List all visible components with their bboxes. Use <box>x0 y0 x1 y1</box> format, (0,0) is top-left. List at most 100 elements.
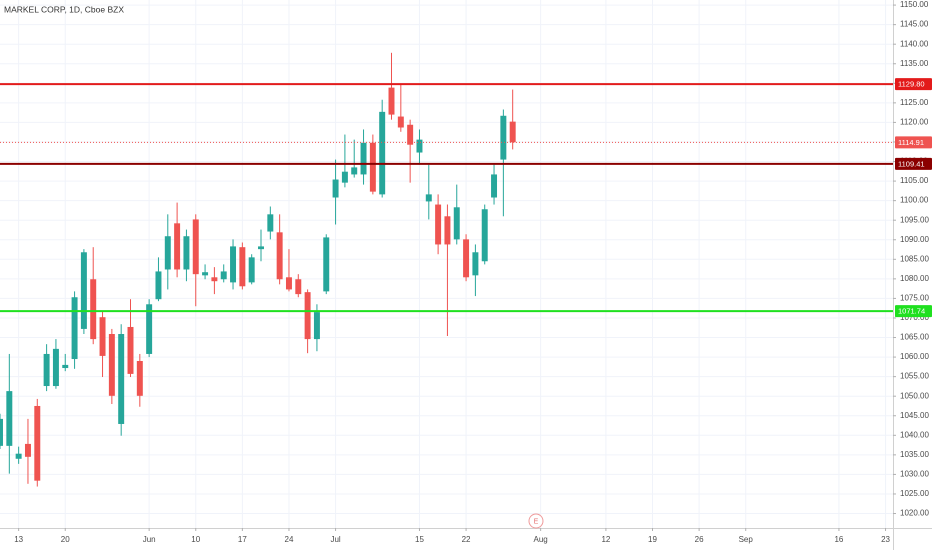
candle-body <box>407 124 414 145</box>
candle-body <box>491 174 498 198</box>
candle-body <box>62 364 69 369</box>
y-tick-label: 1075.00 <box>900 294 929 303</box>
x-tick-label: 23 <box>881 535 890 544</box>
candle-body <box>99 317 106 356</box>
x-tick-label: Jun <box>143 535 156 544</box>
candle-body <box>472 252 479 276</box>
x-tick-label: 20 <box>61 535 70 544</box>
candle-body <box>211 277 218 282</box>
candle-body <box>108 334 115 396</box>
candle-body <box>267 214 274 232</box>
candle-body <box>360 142 367 175</box>
candle-body <box>146 304 153 354</box>
x-tick-label: 13 <box>14 535 23 544</box>
x-tick-label: 16 <box>834 535 843 544</box>
y-tick-label: 1035.00 <box>900 450 929 459</box>
y-tick-label: 1095.00 <box>900 215 929 224</box>
candle-body <box>444 216 451 245</box>
candle-body <box>295 279 302 295</box>
y-tick-label: 1070.00 <box>900 313 929 322</box>
y-tick-label: 1060.00 <box>900 352 929 361</box>
y-tick-label: 1100.00 <box>900 196 929 205</box>
candle-body <box>136 360 143 396</box>
candle-body <box>239 247 246 287</box>
chart-title: MARKEL CORP, 1D, Cboe BZX <box>4 4 124 14</box>
price-label-box <box>895 136 932 149</box>
candle-body <box>183 236 190 270</box>
y-tick-label: 1120.00 <box>900 118 929 127</box>
y-tick-label: 1150.00 <box>900 0 929 9</box>
y-tick-label: 1080.00 <box>900 274 929 283</box>
candle-body <box>230 246 237 283</box>
candle-body <box>351 167 358 175</box>
candle-body <box>425 194 432 202</box>
candle-body <box>174 223 181 270</box>
y-tick-label: 1045.00 <box>900 411 929 420</box>
y-tick-label: 1065.00 <box>900 333 929 342</box>
candle-body <box>0 418 3 446</box>
candle-body <box>15 453 22 459</box>
price-label: 1129.80 <box>898 80 925 89</box>
candle-body <box>369 142 376 192</box>
candle-body <box>71 297 78 360</box>
price-label: 1109.41 <box>898 159 925 168</box>
candle-body <box>341 171 348 183</box>
candle-body <box>416 139 423 153</box>
price-label: 1071.74 <box>898 307 925 316</box>
y-tick-label: 1125.00 <box>900 98 929 107</box>
price-label: 1114.91 <box>898 138 924 147</box>
y-tick-label: 1085.00 <box>900 254 929 263</box>
candle-body <box>192 219 199 275</box>
y-tick-label: 1040.00 <box>900 430 929 439</box>
price-label-box <box>895 305 932 318</box>
candle-body <box>304 292 311 340</box>
candle-body <box>481 209 488 262</box>
x-tick-label: Sep <box>739 535 754 544</box>
candle-body <box>509 121 516 143</box>
earnings-marker <box>528 513 544 529</box>
candle-body <box>155 271 162 300</box>
candle-body <box>90 279 97 340</box>
candle-body <box>397 116 404 128</box>
y-tick-label: 1135.00 <box>900 59 929 68</box>
x-tick-label: 12 <box>601 535 610 544</box>
candle-body <box>34 405 41 481</box>
candle-body <box>323 237 330 292</box>
x-tick-label: Jul <box>330 535 340 544</box>
candle-body <box>6 391 13 446</box>
x-tick-label: 22 <box>462 535 471 544</box>
y-tick-label: 1105.00 <box>900 176 929 185</box>
candle-body <box>24 443 31 457</box>
candle-body <box>435 204 442 245</box>
candle-body <box>164 236 171 270</box>
y-tick-label: 1025.00 <box>900 489 929 498</box>
x-tick-label: Aug <box>534 535 548 544</box>
y-tick-label: 1020.00 <box>900 509 929 518</box>
candle-body <box>258 246 264 250</box>
candle-body <box>52 348 59 387</box>
y-tick-label: 1140.00 <box>900 39 929 48</box>
x-tick-label: 24 <box>285 535 294 544</box>
candle-body <box>379 111 386 195</box>
candle-body <box>463 239 470 278</box>
y-tick-label: 1090.00 <box>900 235 929 244</box>
earnings-label: E <box>534 518 539 525</box>
x-tick-label: 19 <box>648 535 657 544</box>
candle-body <box>313 312 320 340</box>
candle-body <box>285 277 292 290</box>
price-label-box <box>895 157 932 170</box>
price-label-box <box>895 78 932 91</box>
x-tick-label: 10 <box>191 535 200 544</box>
candle-body <box>43 353 50 387</box>
candle-body <box>500 115 507 160</box>
y-tick-label: 1145.00 <box>900 20 929 29</box>
x-tick-label: 15 <box>415 535 424 544</box>
candle-body <box>202 272 209 276</box>
y-tick-label: 1030.00 <box>900 470 929 479</box>
candle-body <box>220 271 227 280</box>
candle-body <box>332 179 339 198</box>
candle-body <box>276 232 283 280</box>
y-tick-label: 1050.00 <box>900 391 929 400</box>
candle-body <box>80 252 87 329</box>
